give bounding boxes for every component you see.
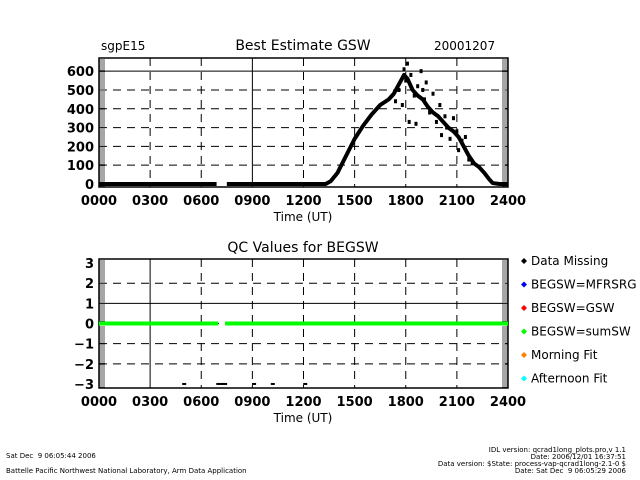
gsw-scatter-point (407, 119, 411, 124)
qc-missing-point (223, 382, 228, 385)
bottom-x-tick-label: 2400 (490, 395, 526, 410)
qc-missing-point (303, 382, 308, 385)
top-x-tick-label: 0300 (132, 194, 168, 209)
legend-marker-icon (521, 328, 527, 335)
bottom-x-tick-label: 0600 (183, 395, 219, 410)
gsw-scatter-point (397, 87, 401, 92)
gsw-scatter-point (451, 116, 455, 121)
bottom-x-tick-label: 0900 (234, 395, 270, 410)
top-x-tick-label: 0000 (81, 194, 117, 209)
bottom-y-tick-label: −3 (74, 378, 94, 393)
bottom-y-tick-label: 2 (85, 277, 94, 292)
bottom-x-tick-label: 0300 (132, 395, 168, 410)
bottom-y-tick-label: 3 (85, 257, 94, 272)
top-y-tick-label: 0 (85, 178, 94, 193)
gsw-scatter-point (448, 136, 452, 141)
top-x-tick-label: 0600 (183, 194, 219, 209)
qc-missing-point (219, 382, 224, 385)
top-y-tick-label: 200 (67, 140, 94, 155)
top-y-tick-label: 400 (67, 103, 94, 118)
qc-missing-point (252, 382, 257, 385)
gsw-scatter-point (419, 69, 423, 74)
qc-missing-point (216, 382, 221, 385)
gsw-scatter-point (434, 119, 438, 124)
top-x-tick-label: 2100 (439, 194, 475, 209)
legend-marker-icon (521, 258, 527, 264)
gsw-scatter-point (416, 84, 420, 89)
bottom-y-tick-label: 1 (85, 297, 94, 312)
legend-marker-icon (521, 305, 527, 311)
top-y-tick-label: 600 (67, 65, 94, 80)
top-x-tick-label: 1500 (337, 194, 373, 209)
legend-label: Data Missing (531, 254, 608, 268)
qc-missing-point (270, 382, 275, 385)
legend-label: BEGSW=sumSW (531, 325, 631, 339)
gsw-scatter-point (443, 114, 447, 119)
site-label: sgpE15 (101, 39, 145, 53)
gsw-scatter-point (421, 87, 425, 92)
bottom-x-tick-label: 1200 (285, 395, 321, 410)
gsw-scatter-point (402, 67, 406, 72)
gsw-scatter-point (470, 161, 474, 166)
legend-label: Morning Fit (531, 348, 598, 362)
date-label: 20001207 (434, 39, 495, 53)
gsw-scatter-point (405, 61, 409, 66)
footer-data-version: Data version: $State: process-vap-qcrad1… (437, 460, 626, 468)
bottom-chart-title: QC Values for BEGSW (227, 240, 378, 256)
footer-idl-date: Date: 2006/12/01 16:37:51 (530, 453, 626, 461)
top-x-tick-label: 2400 (490, 194, 526, 209)
gsw-scatter-point (438, 103, 442, 108)
footer-timestamp: Sat Dec 9 06:05:44 2006 (6, 452, 96, 460)
gsw-scatter-point (445, 125, 449, 130)
gsw-scatter-point (431, 91, 435, 96)
top-x-tick-label: 1800 (388, 194, 424, 209)
legend-label: BEGSW=MFRSRG (531, 278, 637, 292)
qc-missing-point (182, 382, 187, 385)
legend-marker-icon (521, 352, 527, 358)
gsw-scatter-point (422, 97, 426, 102)
gsw-scatter-point (400, 103, 404, 108)
top-y-tick-label: 100 (67, 159, 94, 174)
gsw-scatter-point (460, 138, 464, 143)
top-plot-frame (98, 57, 509, 188)
top-y-tick-label: 500 (67, 84, 94, 99)
top-x-axis-label: Time (UT) (273, 210, 333, 224)
gsw-scatter-point (414, 121, 418, 126)
gsw-scatter-point (457, 148, 461, 153)
gsw-scatter-point (463, 134, 467, 139)
gsw-scatter-point (424, 80, 428, 85)
footer-credit: Battelle Pacific Northwest National Labo… (6, 467, 247, 475)
bottom-x-tick-label: 2100 (439, 395, 475, 410)
bottom-y-tick-label: 0 (85, 318, 94, 333)
gsw-scatter-point (412, 93, 416, 98)
top-y-tick-label: 300 (67, 122, 94, 137)
top-x-tick-label: 0900 (234, 194, 270, 209)
gsw-series-line (226, 72, 508, 186)
gsw-scatter-point (440, 133, 444, 138)
gsw-scatter-point (409, 72, 413, 77)
top-x-tick-label: 1200 (285, 194, 321, 209)
top-chart-title: Best Estimate GSW (235, 38, 370, 54)
gsw-scatter-point (428, 110, 432, 115)
footer-idl-version: IDL version: qcrad1long_plots.pro,v 1.1 (488, 446, 626, 454)
gsw-scatter-point (404, 78, 408, 83)
legend-marker-icon (521, 375, 527, 382)
bottom-y-tick-label: −1 (74, 338, 94, 353)
bottom-x-tick-label: 0000 (81, 395, 117, 410)
legend-label: Afternoon Fit (531, 372, 608, 386)
bottom-y-tick-label: −2 (74, 358, 94, 373)
bottom-x-tick-label: 1500 (337, 395, 373, 410)
legend-marker-icon (521, 281, 527, 288)
gsw-scatter-point (394, 99, 398, 104)
gsw-scatter-point (455, 129, 459, 134)
gsw-scatter-point (467, 157, 471, 162)
bottom-x-axis-label: Time (UT) (273, 411, 333, 425)
footer-data-date: Date: Sat Dec 9 06:05:29 2006 (514, 467, 626, 475)
legend-label: BEGSW=GSW (531, 301, 615, 315)
bottom-x-tick-label: 1800 (388, 395, 424, 410)
